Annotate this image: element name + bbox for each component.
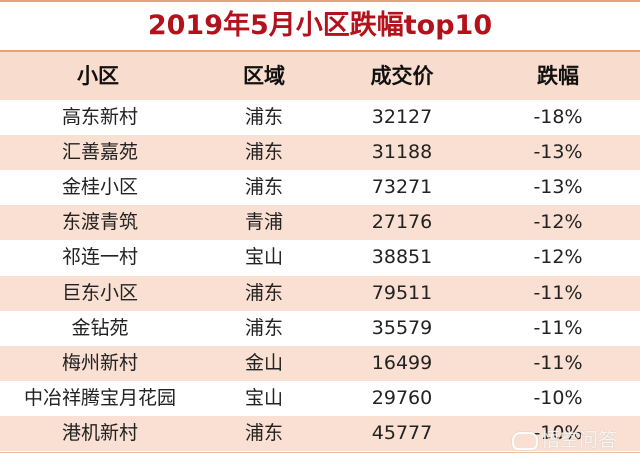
table-row: 金钻苑 浦东 35579 -11% (0, 311, 640, 346)
cell-price: 79511 (371, 282, 433, 304)
cell-community: 中冶祥腾宝月花园 (23, 387, 176, 409)
cell-community: 梅州新村 (61, 352, 138, 374)
cell-district: 浦东 (244, 317, 283, 339)
table-row: 巨东小区 浦东 79511 -11% (0, 276, 640, 311)
cell-community: 高东新村 (61, 106, 138, 128)
bottom-border (0, 452, 640, 453)
cell-drop: -18% (533, 106, 583, 128)
cell-community: 祁连一村 (61, 246, 138, 268)
header-community: 小区 (77, 64, 119, 88)
top-border (0, 0, 640, 2)
watermark: 悟空问答 (512, 425, 617, 452)
wukong-cloud-icon (512, 431, 538, 450)
table-row: 汇善嘉苑 浦东 31188 -13% (0, 135, 640, 170)
cell-price: 35579 (371, 317, 433, 339)
cell-community: 金桂小区 (61, 176, 138, 198)
cell-district: 青浦 (244, 211, 283, 233)
cell-community: 港机新村 (61, 422, 138, 444)
table-header: 小区 区域 成交价 跌幅 (0, 52, 640, 100)
cell-community: 金钻苑 (71, 317, 129, 339)
watermark-text: 悟空问答 (541, 429, 618, 451)
cell-drop: -11% (533, 317, 583, 339)
cell-price: 27176 (371, 211, 433, 233)
cell-district: 浦东 (244, 422, 283, 444)
cell-drop: -11% (533, 282, 583, 304)
cell-price: 45777 (371, 422, 433, 444)
cell-district: 浦东 (244, 106, 283, 128)
cell-district: 浦东 (244, 141, 283, 163)
cell-drop: -13% (533, 141, 583, 163)
header-drop: 跌幅 (537, 64, 579, 88)
cell-price: 29760 (371, 387, 433, 409)
cell-district: 宝山 (244, 387, 283, 409)
cell-price: 38851 (371, 246, 433, 268)
page-title: 2019年5月小区跌幅top10 (147, 10, 493, 41)
cell-drop: -10% (533, 387, 583, 409)
table-row: 高东新村 浦东 32127 -18% (0, 100, 640, 135)
title-divider (0, 50, 640, 52)
cell-price: 16499 (371, 352, 433, 374)
cell-district: 宝山 (244, 246, 283, 268)
table-row: 祁连一村 宝山 38851 -12% (0, 240, 640, 275)
cell-drop: -13% (533, 176, 583, 198)
header-price: 成交价 (370, 64, 434, 88)
cell-community: 巨东小区 (61, 282, 138, 304)
cell-district: 浦东 (244, 282, 283, 304)
header-district: 区域 (243, 64, 285, 88)
table-row: 梅州新村 金山 16499 -11% (0, 346, 640, 381)
cell-community: 汇善嘉苑 (61, 141, 138, 163)
cell-price: 31188 (371, 141, 433, 163)
cell-district: 金山 (244, 352, 283, 374)
table-row: 东渡青筑 青浦 27176 -12% (0, 205, 640, 240)
cell-drop: -12% (533, 246, 583, 268)
cell-community: 东渡青筑 (61, 211, 138, 233)
cell-price: 73271 (371, 176, 433, 198)
cell-drop: -10% (533, 422, 583, 444)
cell-price: 32127 (371, 106, 433, 128)
cell-drop: -12% (533, 211, 583, 233)
table-row: 中冶祥腾宝月花园 宝山 29760 -10% (0, 381, 640, 416)
cell-district: 浦东 (244, 176, 283, 198)
table-row: 金桂小区 浦东 73271 -13% (0, 170, 640, 205)
cell-drop: -11% (533, 352, 583, 374)
